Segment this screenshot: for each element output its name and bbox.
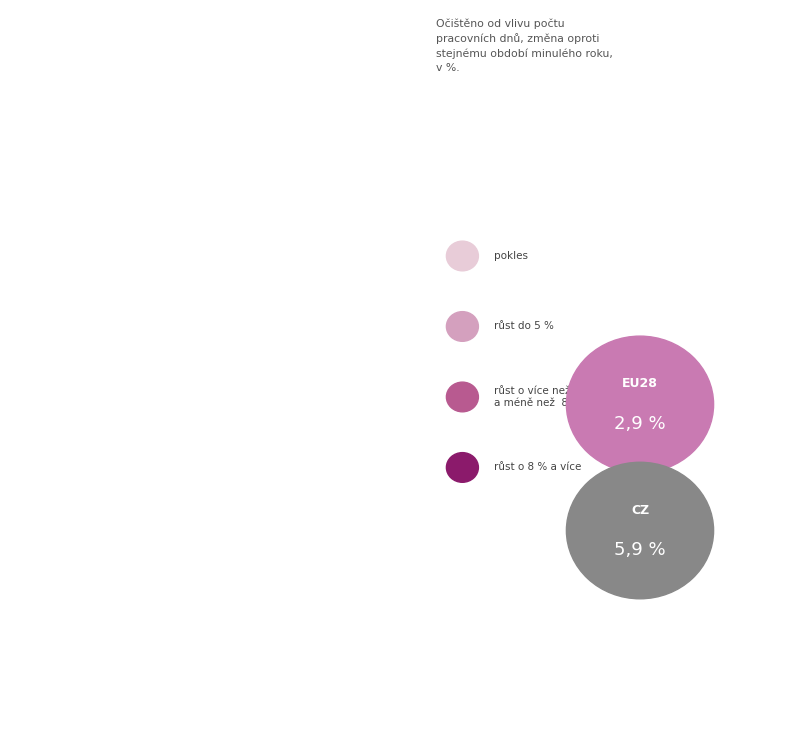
Circle shape [446, 453, 478, 482]
Text: růst o více než  5 %
a méně než  8 %: růst o více než 5 % a méně než 8 % [494, 386, 597, 408]
Text: 2,9 %: 2,9 % [614, 415, 666, 433]
Circle shape [566, 462, 714, 599]
Circle shape [446, 312, 478, 341]
Text: EU28: EU28 [622, 378, 658, 390]
Circle shape [446, 382, 478, 412]
Text: 5,9 %: 5,9 % [614, 541, 666, 559]
Circle shape [446, 241, 478, 271]
Text: pokles: pokles [494, 251, 528, 261]
Text: růst o 8 % a více: růst o 8 % a více [494, 462, 582, 473]
Circle shape [566, 336, 714, 473]
Text: Očištěno od vlivu počtu
pracovních dnů, změna oproti
stejnému období minulého ro: Očištěno od vlivu počtu pracovních dnů, … [436, 19, 613, 73]
Text: růst do 5 %: růst do 5 % [494, 321, 554, 332]
Text: CZ: CZ [631, 504, 649, 516]
